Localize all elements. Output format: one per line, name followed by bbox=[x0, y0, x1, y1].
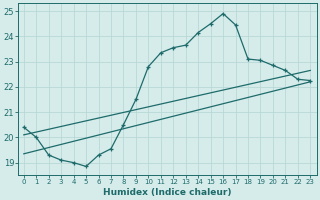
X-axis label: Humidex (Indice chaleur): Humidex (Indice chaleur) bbox=[103, 188, 231, 197]
